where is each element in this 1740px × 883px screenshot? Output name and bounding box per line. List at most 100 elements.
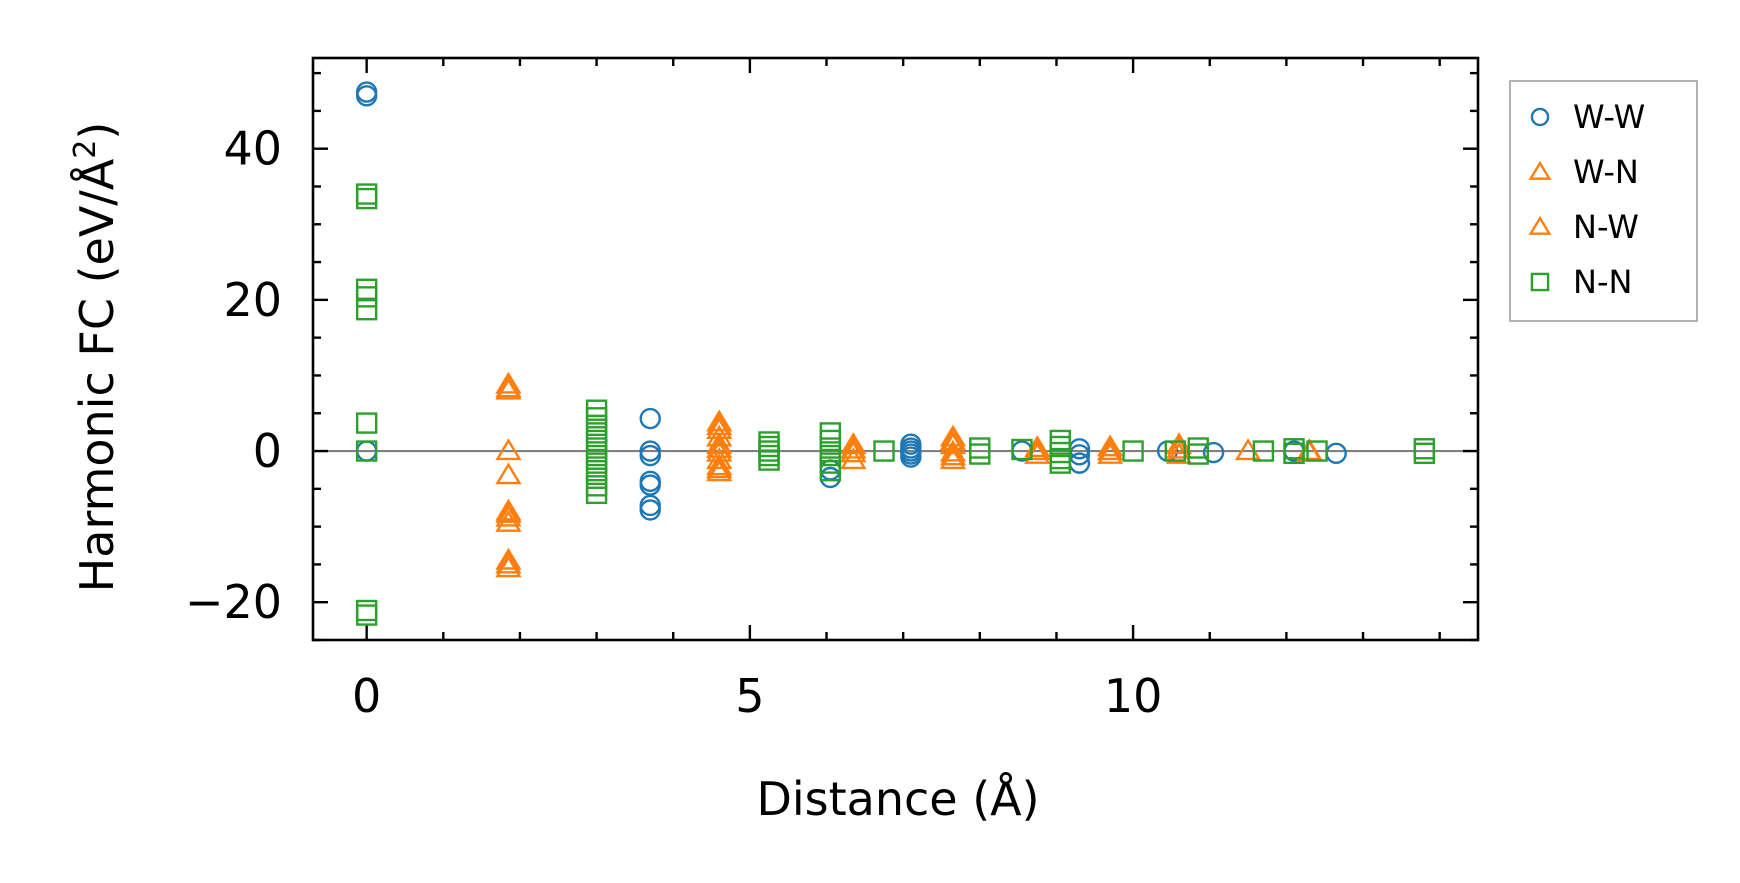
y-axis-title-superscript: 2 bbox=[68, 140, 103, 159]
legend-label-n-n: N-N bbox=[1573, 263, 1632, 301]
data-point-n-w bbox=[495, 551, 522, 574]
data-point-n-n bbox=[969, 437, 991, 459]
data-point-w-w bbox=[639, 474, 661, 496]
data-point-w-n bbox=[495, 438, 522, 461]
legend-item-n-n: N-N bbox=[1530, 263, 1632, 301]
plot-frame-rect bbox=[311, 56, 1480, 642]
data-point-n-n bbox=[355, 286, 378, 308]
data-point-n-n bbox=[1164, 440, 1186, 462]
series-n-w bbox=[495, 375, 1323, 574]
data-point-n-n bbox=[355, 298, 378, 321]
data-point-n-w bbox=[495, 375, 522, 398]
data-point-n-n bbox=[355, 604, 378, 626]
legend: W-W W-N N-W N-N bbox=[1509, 80, 1698, 322]
legend-item-w-n: W-N bbox=[1528, 153, 1639, 191]
data-point-n-n bbox=[1306, 440, 1328, 462]
data-point-n-w bbox=[1096, 438, 1124, 461]
data-point-w-n bbox=[706, 409, 733, 432]
data-point-w-n bbox=[1096, 441, 1124, 464]
data-point-w-n bbox=[495, 555, 522, 578]
data-point-n-w bbox=[939, 443, 967, 466]
data-point-n-n bbox=[355, 183, 378, 205]
data-point-n-n bbox=[585, 482, 608, 505]
y-tick-label: 20 bbox=[223, 273, 282, 327]
data-point-n-n bbox=[1252, 440, 1275, 462]
data-point-w-n bbox=[939, 439, 967, 462]
data-point-w-n bbox=[840, 440, 867, 463]
legend-marker-w-w bbox=[1530, 107, 1550, 127]
legend-item-w-w: W-W bbox=[1530, 98, 1645, 136]
data-point-n-n bbox=[1283, 442, 1305, 465]
data-point-w-n bbox=[1234, 438, 1262, 461]
data-point-n-n bbox=[819, 459, 842, 482]
data-point-n-n bbox=[355, 412, 378, 434]
data-point-w-n bbox=[706, 424, 733, 447]
x-tick-label: 5 bbox=[735, 669, 764, 723]
data-point-w-w bbox=[1202, 441, 1225, 464]
legend-marker-n-n bbox=[1530, 272, 1550, 292]
data-point-w-n bbox=[706, 459, 733, 482]
y-tick-label: −20 bbox=[185, 575, 282, 629]
data-points bbox=[355, 81, 1436, 626]
data-point-w-w bbox=[639, 444, 661, 467]
data-point-w-n bbox=[840, 432, 867, 455]
data-point-n-n bbox=[1049, 452, 1071, 474]
data-point-w-n bbox=[495, 504, 522, 527]
y-axis-title-main: Harmonic FC (eV/Å bbox=[70, 158, 124, 592]
legend-item-n-w: N-W bbox=[1528, 208, 1639, 246]
data-point-w-n bbox=[840, 447, 867, 470]
plot-frame bbox=[311, 56, 1480, 642]
data-point-n-n bbox=[355, 278, 378, 300]
tick-marks bbox=[313, 58, 1478, 642]
data-point-w-w bbox=[639, 407, 661, 430]
data-point-w-n bbox=[706, 432, 733, 455]
data-point-w-w bbox=[900, 446, 922, 468]
data-point-n-n bbox=[355, 187, 378, 210]
data-point-n-w bbox=[706, 456, 733, 479]
series-n-n bbox=[355, 183, 1436, 626]
data-point-n-w bbox=[840, 436, 867, 459]
data-point-n-w bbox=[495, 500, 522, 523]
legend-label-w-n: W-N bbox=[1573, 153, 1639, 191]
x-tick-label: 10 bbox=[1104, 669, 1163, 723]
data-point-w-n bbox=[939, 432, 967, 455]
data-point-n-w bbox=[706, 413, 733, 436]
data-point-w-n bbox=[939, 447, 967, 470]
x-axis-title: Distance (Å) bbox=[756, 772, 1039, 826]
legend-marker-n-w bbox=[1528, 215, 1552, 235]
y-tick-label: 40 bbox=[223, 122, 282, 176]
data-point-n-n bbox=[355, 599, 378, 622]
data-point-n-n bbox=[969, 443, 991, 465]
data-point-w-w bbox=[639, 494, 661, 517]
legend-box bbox=[1509, 80, 1698, 322]
y-axis-title: Harmonic FC (eV/Å2) bbox=[68, 122, 124, 593]
data-point-n-n bbox=[758, 449, 780, 471]
x-tick-labels: 0 5 10 bbox=[352, 669, 1162, 723]
data-point-n-n bbox=[1413, 442, 1436, 465]
y-tick-labels: −20 0 20 40 bbox=[185, 122, 282, 630]
data-point-w-w bbox=[355, 85, 378, 107]
series-w-n bbox=[495, 371, 1323, 578]
x-tick-label: 0 bbox=[352, 669, 381, 723]
data-point-n-n bbox=[355, 440, 378, 462]
data-point-n-n bbox=[1413, 438, 1436, 460]
data-point-w-n bbox=[1096, 434, 1124, 457]
data-point-n-n bbox=[873, 440, 895, 462]
data-point-w-n bbox=[706, 447, 733, 470]
data-point-n-n bbox=[1049, 429, 1071, 452]
data-point-n-n bbox=[1187, 443, 1209, 465]
legend-label-w-w: W-W bbox=[1573, 98, 1645, 136]
data-point-w-w bbox=[1325, 442, 1347, 465]
data-point-w-n bbox=[495, 547, 522, 570]
data-point-w-n bbox=[706, 453, 733, 476]
legend-label-n-w: N-W bbox=[1573, 208, 1639, 246]
data-point-n-w bbox=[939, 428, 967, 451]
data-point-w-w bbox=[639, 499, 661, 521]
legend-marker-w-n bbox=[1528, 160, 1552, 180]
y-tick-label: 0 bbox=[253, 424, 282, 478]
data-point-w-n bbox=[495, 371, 522, 394]
data-point-n-n bbox=[1122, 440, 1144, 462]
data-point-n-n bbox=[1011, 438, 1033, 461]
data-point-w-n bbox=[495, 462, 522, 485]
